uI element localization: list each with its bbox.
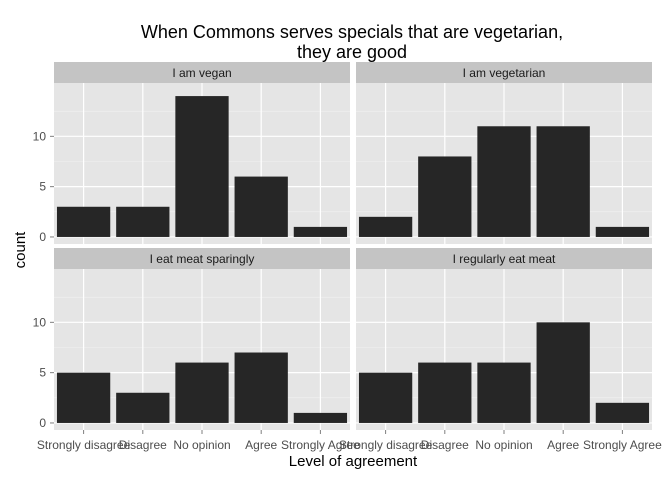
x-tick-label: No opinion [173, 438, 230, 452]
bar-disagree [116, 206, 170, 237]
x-tick-label: No opinion [475, 438, 532, 452]
panel-2: I eat meat sparingly 0 5 10 Strongly disagre… [33, 248, 360, 452]
bar-agree [536, 126, 590, 237]
panel-strip-label: I am vegan [172, 66, 231, 80]
bar-agree [536, 322, 590, 423]
bar-agree [234, 176, 288, 237]
y-axis-title: count [12, 231, 29, 269]
y-tick-label: 0 [39, 416, 46, 430]
panel-1: I am vegetarian [356, 62, 652, 244]
x-tick-label: Agree [547, 438, 579, 452]
x-tick-label: Strongly disagree [37, 438, 131, 452]
panel-0: I am vegan 0 5 10 [33, 62, 350, 244]
chart-panels: I am vegan 0 5 10 I am vegetarian I eat meat … [33, 62, 662, 452]
panel-3: I regularly eat meat Strongly disagreeDis… [339, 248, 662, 452]
x-tick-label: Disagree [421, 438, 469, 452]
chart-title-line-2: they are good [297, 42, 407, 62]
bar-strongly-disagree [358, 216, 413, 237]
y-tick-label: 10 [33, 129, 47, 143]
y-tick-label: 10 [33, 315, 47, 329]
x-tick-label: Disagree [119, 438, 167, 452]
y-tick-label: 5 [39, 366, 46, 380]
panel-strip-label: I eat meat sparingly [150, 252, 255, 266]
bar-strongly-disagree [56, 372, 111, 423]
bar-strongly-agree [293, 412, 348, 423]
y-tick-label: 5 [39, 180, 46, 194]
bar-strongly-disagree [358, 372, 413, 423]
y-tick-label: 0 [39, 230, 46, 244]
bar-no-opinion [477, 126, 531, 237]
bar-disagree [116, 392, 170, 423]
panel-strip-label: I regularly eat meat [453, 252, 556, 266]
panel-strip [54, 248, 350, 269]
panel-strip [356, 248, 652, 269]
bar-strongly-disagree [56, 206, 111, 237]
bar-agree [234, 352, 288, 423]
bar-strongly-agree [595, 226, 650, 237]
panel-strip-label: I am vegetarian [463, 66, 546, 80]
panel-strip [356, 62, 652, 83]
x-tick-label: Strongly disagree [339, 438, 433, 452]
bar-strongly-agree [293, 226, 348, 237]
x-axis-title: Level of agreement [289, 453, 418, 470]
bar-disagree [418, 362, 472, 423]
bar-no-opinion [175, 362, 229, 423]
x-tick-label: Strongly Agree [583, 438, 662, 452]
x-tick-label: Strongly Agree [281, 438, 360, 452]
bar-strongly-agree [595, 402, 650, 423]
x-tick-label: Agree [245, 438, 277, 452]
bar-disagree [418, 156, 472, 237]
bar-no-opinion [175, 96, 229, 237]
panel-strip [54, 62, 350, 83]
bar-no-opinion [477, 362, 531, 423]
chart-title-line-1: When Commons serves specials that are ve… [141, 22, 563, 42]
